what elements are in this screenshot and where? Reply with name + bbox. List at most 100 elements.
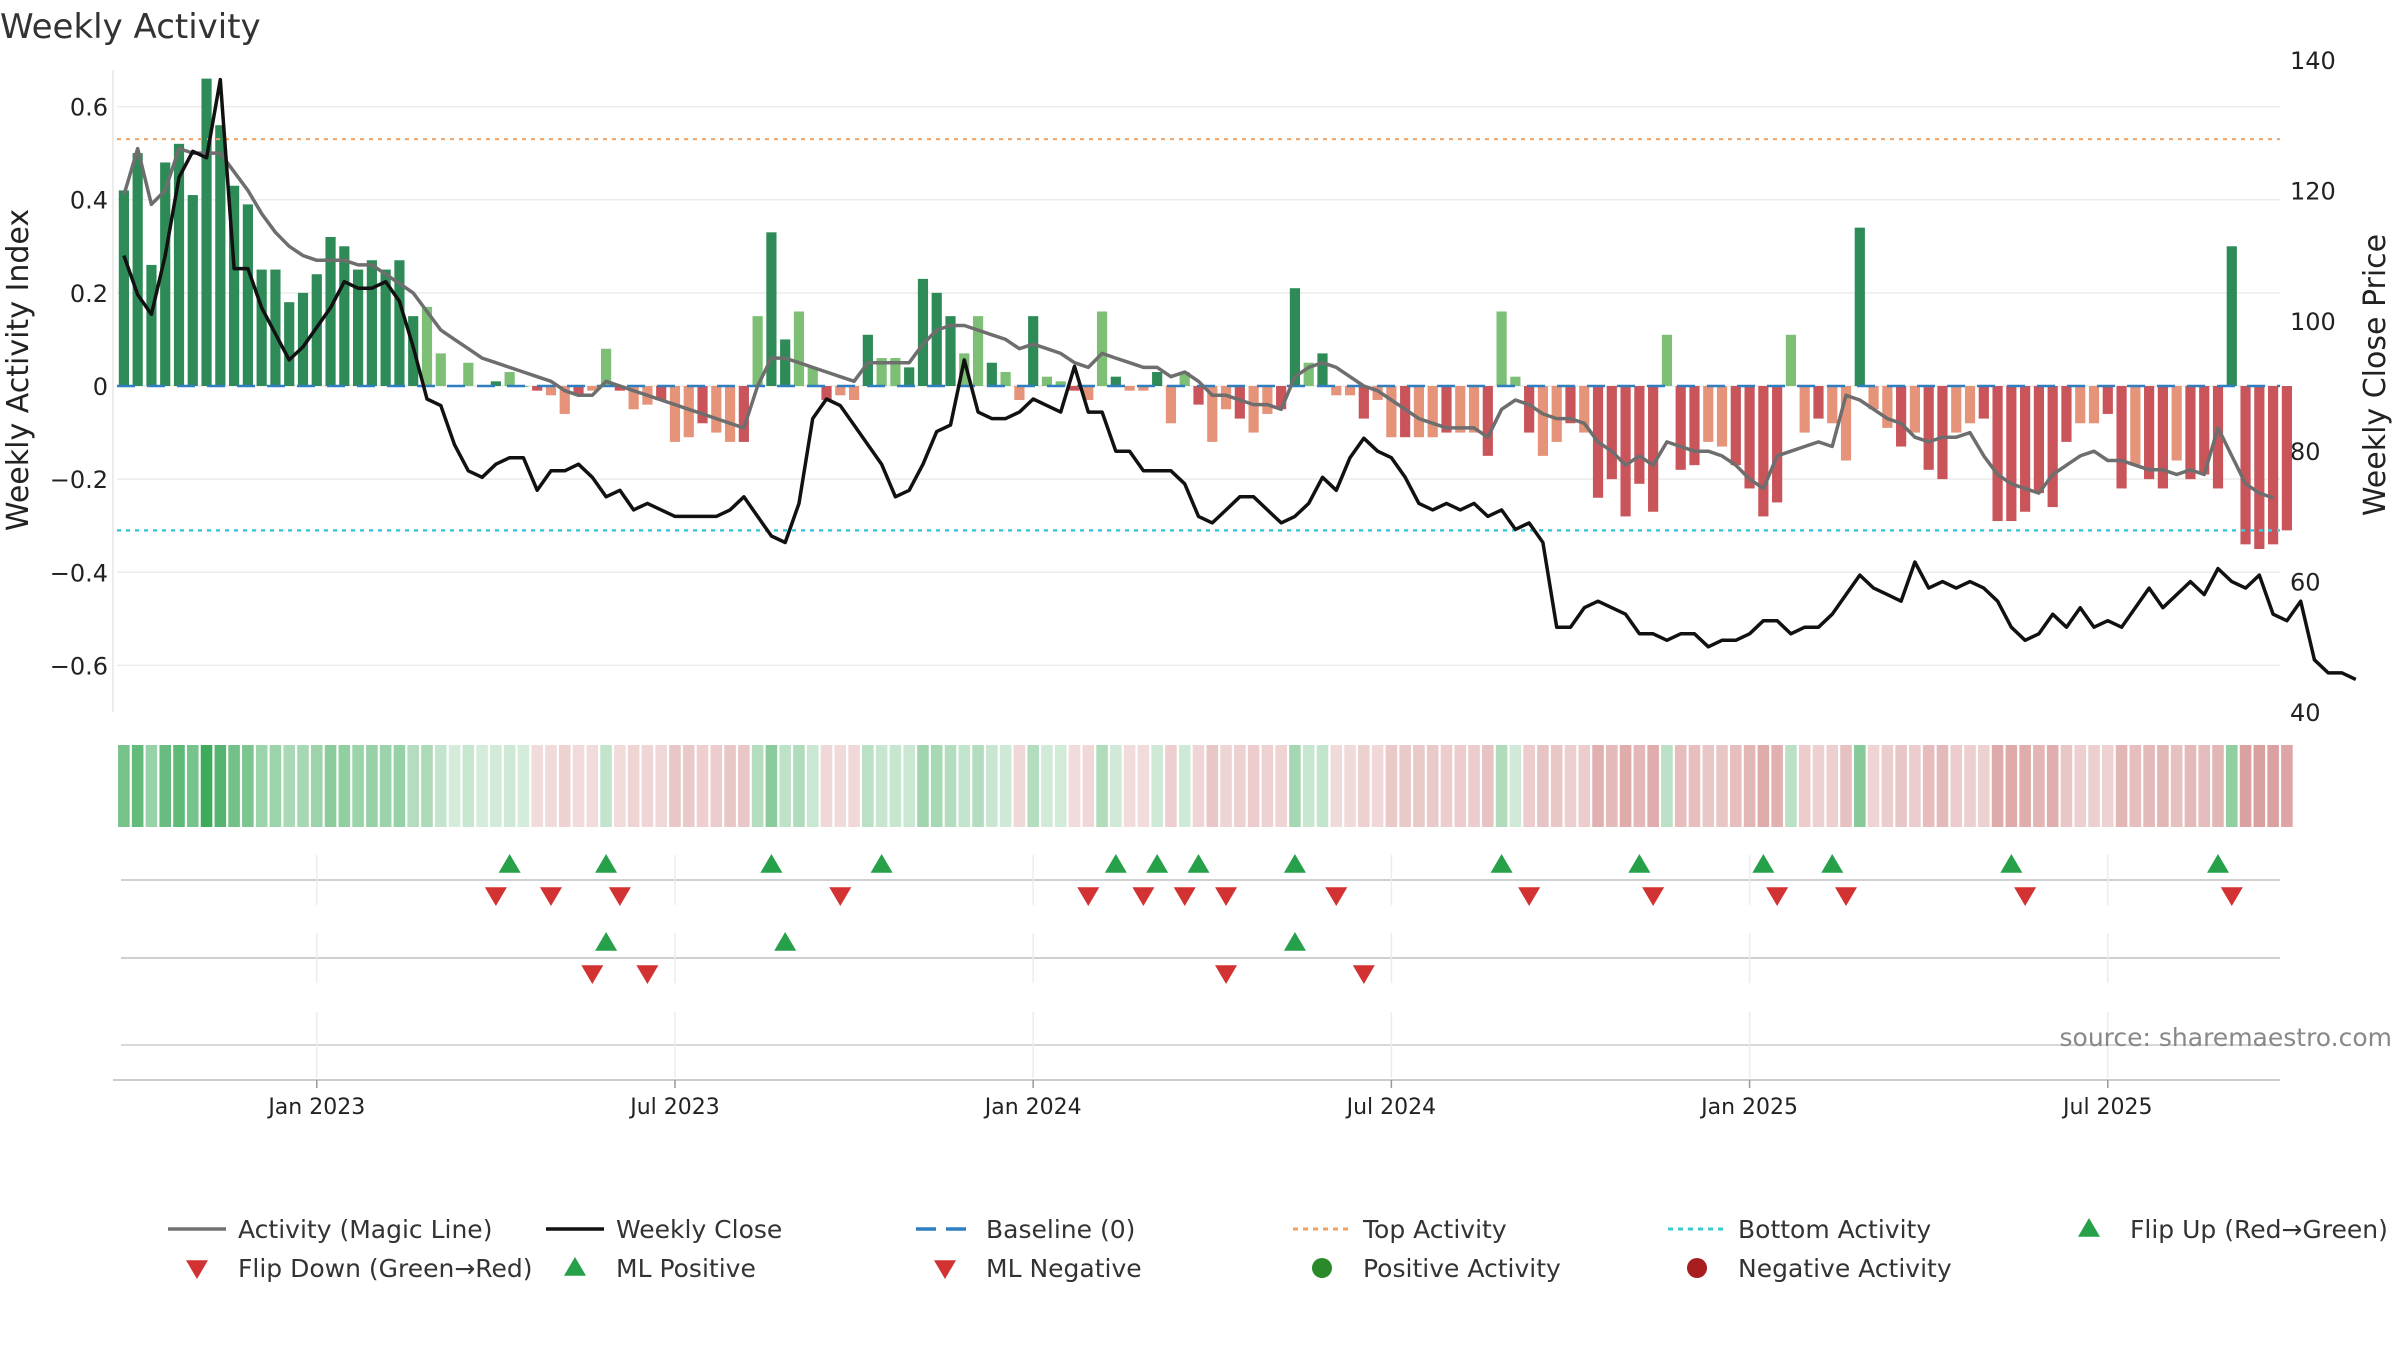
heat-cell bbox=[228, 745, 240, 827]
heat-cell bbox=[1606, 745, 1618, 827]
heat-cell bbox=[1771, 745, 1783, 827]
heat-cell bbox=[1826, 745, 1839, 827]
activity-bar bbox=[1496, 311, 1507, 386]
activity-bar bbox=[1882, 386, 1893, 428]
heat-cell bbox=[159, 745, 172, 827]
activity-bar bbox=[435, 353, 446, 386]
source-note: source: sharemaestro.com bbox=[2060, 1023, 2393, 1052]
heat-cell bbox=[779, 745, 791, 827]
activity-bar bbox=[876, 358, 887, 386]
flip-up-marker bbox=[1628, 854, 1651, 873]
activity-bar bbox=[2033, 386, 2044, 494]
heat-cell bbox=[1358, 745, 1370, 827]
activity-bar bbox=[242, 204, 253, 386]
heat-cell bbox=[558, 745, 571, 827]
activity-bar bbox=[1055, 381, 1066, 386]
activity-bar bbox=[656, 386, 667, 400]
activity-bar bbox=[160, 162, 171, 386]
heat-cell bbox=[545, 745, 557, 827]
activity-bar bbox=[1744, 386, 1755, 489]
activity-bar bbox=[738, 386, 749, 442]
heat-cell bbox=[1991, 745, 2004, 827]
activity-bar bbox=[1565, 386, 1576, 424]
heat-cell bbox=[1041, 745, 1053, 827]
activity-bar bbox=[1096, 311, 1108, 386]
heat-cell bbox=[2239, 745, 2252, 827]
activity-bar bbox=[366, 260, 377, 386]
right-tick-label: 40 bbox=[2290, 699, 2321, 727]
heat-cell bbox=[186, 745, 199, 827]
heat-cell bbox=[145, 745, 158, 827]
flip-up-marker bbox=[595, 854, 618, 873]
activity-bar bbox=[848, 386, 860, 400]
legend-label: Negative Activity bbox=[1738, 1254, 1952, 1283]
heat-cell bbox=[1137, 745, 1150, 827]
heat-cell bbox=[1399, 745, 1411, 827]
heat-cell bbox=[297, 745, 309, 827]
ml-positive-marker bbox=[774, 932, 797, 951]
activity-bar bbox=[2075, 386, 2086, 424]
activity-bar bbox=[532, 386, 543, 391]
activity-bar bbox=[793, 311, 805, 386]
chart-title: Weekly Activity bbox=[0, 7, 261, 47]
heat-cell bbox=[986, 745, 998, 827]
heat-cell bbox=[820, 745, 833, 827]
activity-bar bbox=[1386, 386, 1397, 438]
activity-bar bbox=[1372, 386, 1383, 400]
left-tick-label: 0.6 bbox=[70, 94, 108, 122]
activity-bar bbox=[1964, 386, 1976, 424]
left-tick-label: 0 bbox=[93, 373, 108, 401]
activity-bar bbox=[1344, 386, 1356, 396]
activity-bar bbox=[1138, 386, 1149, 391]
left-axis-label: Weekly Activity Index bbox=[1, 209, 36, 531]
heat-cell bbox=[2157, 745, 2169, 827]
heat-cell bbox=[1468, 745, 1480, 827]
activity-bar bbox=[1262, 386, 1273, 414]
activity-bar bbox=[421, 306, 433, 386]
heat-cell bbox=[1316, 745, 1329, 827]
activity-bar bbox=[146, 264, 157, 386]
flip-down-marker bbox=[1215, 887, 1238, 906]
heat-cell bbox=[1537, 745, 1549, 827]
heat-cell bbox=[1716, 745, 1728, 827]
activity-bar bbox=[1069, 386, 1080, 391]
heat-cell bbox=[1426, 745, 1439, 827]
heat-cell bbox=[600, 745, 612, 827]
flip-down-marker bbox=[1077, 887, 1100, 906]
activity-bar bbox=[697, 386, 708, 424]
heat-cell bbox=[1550, 745, 1563, 827]
activity-bar bbox=[711, 386, 722, 433]
activity-bar bbox=[2185, 386, 2196, 480]
flip-down-marker bbox=[1173, 887, 1196, 906]
heat-cell bbox=[1730, 745, 1742, 827]
activity-bar bbox=[1854, 227, 1865, 386]
heat-cell bbox=[1206, 745, 1219, 827]
heat-cell bbox=[1385, 745, 1398, 827]
activity-bar bbox=[2144, 386, 2155, 480]
heat-cell bbox=[903, 745, 915, 827]
heat-cell bbox=[1854, 745, 1866, 827]
heat-cell bbox=[1220, 745, 1232, 827]
activity-bar bbox=[1620, 386, 1631, 517]
activity-bar bbox=[1207, 386, 1218, 442]
heat-cell bbox=[214, 745, 227, 827]
heat-cell bbox=[421, 745, 433, 827]
x-tick-label: Jan 2023 bbox=[266, 1095, 365, 1120]
activity-bar bbox=[1716, 386, 1728, 447]
activity-bar bbox=[1785, 334, 1797, 386]
flip-up-marker bbox=[1821, 854, 1844, 873]
heat-cell bbox=[2046, 745, 2059, 827]
left-tick-label: −0.4 bbox=[50, 559, 108, 587]
activity-bar bbox=[1579, 386, 1590, 433]
ml-markers-panel bbox=[121, 932, 2280, 984]
activity-bar bbox=[1455, 386, 1466, 433]
heat-cell bbox=[696, 745, 709, 827]
activity-bar bbox=[215, 125, 226, 386]
activity-bar bbox=[1028, 316, 1039, 386]
heat-cell bbox=[1757, 745, 1770, 827]
heat-cell bbox=[1275, 745, 1287, 827]
activity-bar bbox=[1510, 376, 1521, 386]
activity-bar bbox=[2006, 386, 2017, 522]
activity-bar bbox=[1400, 386, 1411, 438]
activity-bar bbox=[1289, 288, 1301, 386]
